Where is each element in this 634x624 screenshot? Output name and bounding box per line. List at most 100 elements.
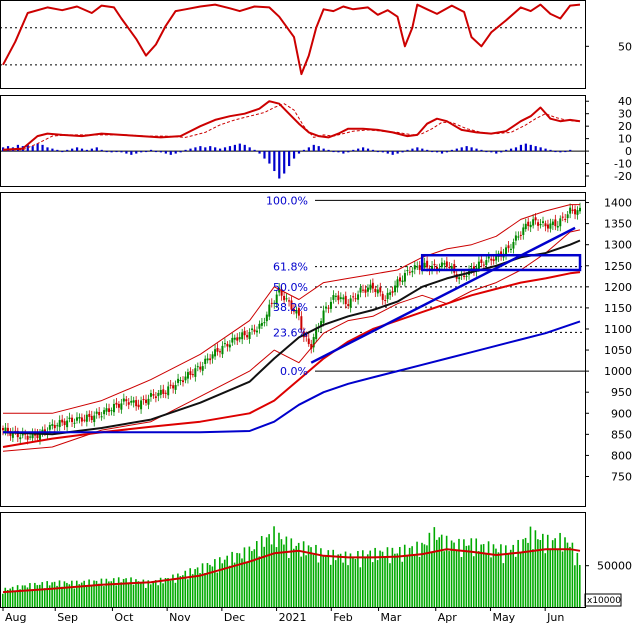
- volume-bar: [292, 548, 295, 607]
- candle-body: [93, 415, 96, 423]
- fib-level-label: 61.8%: [273, 261, 308, 274]
- macd-histogram-bar: [41, 144, 44, 152]
- candle-body: [186, 372, 189, 379]
- volume-bar: [273, 526, 275, 607]
- candle-body: [152, 394, 155, 396]
- macd-histogram-bar: [505, 149, 508, 152]
- volume-bar: [142, 579, 145, 607]
- candle-body: [73, 422, 76, 424]
- candle-body: [270, 302, 273, 304]
- volume-bar: [214, 559, 216, 607]
- candle-body: [465, 275, 468, 277]
- volume-bar: [574, 565, 576, 607]
- volume-bar: [2, 593, 4, 607]
- volume-bar: [465, 545, 468, 607]
- candle-body: [68, 417, 71, 419]
- candle-body: [238, 337, 241, 340]
- candle-body: [283, 295, 286, 301]
- candle-body: [231, 337, 234, 343]
- volume-bar: [125, 578, 127, 607]
- volume-bar: [260, 536, 263, 607]
- candle-body: [105, 408, 108, 412]
- volume-bar: [440, 534, 443, 607]
- candle-body: [169, 384, 172, 386]
- candle-body: [115, 402, 118, 405]
- macd-histogram-bar: [357, 148, 360, 152]
- volume-bar: [500, 544, 502, 607]
- candle-body: [357, 294, 360, 300]
- volume-bar: [438, 537, 441, 607]
- candle-body: [312, 336, 315, 348]
- macd-histogram-bar: [263, 151, 266, 159]
- volume-bar: [551, 540, 554, 607]
- macd-histogram-bar: [450, 149, 453, 152]
- volume-bar: [177, 573, 179, 607]
- volume-bar: [349, 553, 352, 607]
- volume-bar: [85, 586, 88, 607]
- candle-body: [194, 368, 197, 377]
- macd-histogram-bar: [36, 143, 39, 152]
- macd-histogram-bar: [159, 151, 163, 153]
- candle-body: [61, 419, 64, 423]
- macd-histogram-bar: [426, 149, 429, 152]
- volume-bar: [339, 553, 342, 607]
- volume-bar: [302, 541, 305, 607]
- candle-body: [379, 287, 382, 293]
- volume-bar: [174, 582, 177, 607]
- candle-body: [559, 218, 562, 227]
- candle-body: [100, 416, 103, 418]
- volume-bar: [477, 551, 480, 607]
- candle-body: [41, 429, 44, 432]
- chart-panels: [0, 0, 589, 611]
- macd-histogram-bar: [75, 147, 79, 152]
- candle-body: [463, 275, 466, 277]
- volume-bar: [379, 550, 381, 607]
- macd-histogram-bar: [233, 144, 236, 152]
- macd-histogram-bar: [534, 146, 537, 152]
- candle-body: [255, 330, 258, 333]
- volume-bar: [497, 552, 500, 607]
- candle-body: [537, 222, 540, 226]
- volume-bar: [226, 555, 228, 607]
- macd-histogram-bar: [61, 151, 64, 153]
- volume-bar: [248, 546, 251, 607]
- candle-body: [411, 270, 414, 273]
- candle-body: [418, 265, 421, 270]
- candle-body: [554, 219, 557, 227]
- macd-histogram-bar: [120, 151, 123, 153]
- price-tick-label: 950: [611, 386, 632, 399]
- macd-histogram-bar: [347, 151, 350, 153]
- candle-body: [534, 217, 537, 221]
- volume-bar: [524, 537, 527, 607]
- fib-level-label: 50.0%: [273, 281, 308, 294]
- macd-histogram-bar: [500, 151, 503, 153]
- fib-level-label: 38.2%: [273, 301, 308, 314]
- volume-bar: [228, 565, 231, 607]
- volume-bar: [450, 540, 453, 607]
- candle-body: [322, 310, 325, 323]
- volume-bar: [238, 553, 241, 607]
- macd-histogram-bar: [431, 151, 434, 153]
- candle-body: [332, 295, 335, 300]
- macd-tick-label: -10: [614, 158, 632, 171]
- candle-body: [83, 419, 86, 421]
- candle-body: [334, 295, 337, 297]
- macd-histogram-bar: [273, 151, 276, 172]
- volume-bar: [307, 545, 310, 607]
- candle-body: [320, 321, 323, 327]
- candle-body: [305, 335, 308, 337]
- volume-bar: [381, 551, 384, 607]
- candle-body: [214, 349, 217, 357]
- price-tick-label: 1400: [604, 197, 632, 210]
- candle-body: [569, 207, 572, 214]
- volume-bar: [480, 544, 482, 607]
- volume-bar: [162, 583, 164, 607]
- candle-body: [482, 264, 485, 266]
- volume-bar: [117, 577, 120, 607]
- volume-bar: [270, 544, 273, 607]
- macd-histogram-bar: [302, 149, 306, 152]
- volume-bar: [36, 585, 39, 607]
- volume-bar: [221, 563, 224, 607]
- price-overlay-line: [3, 320, 581, 434]
- volume-bar: [236, 552, 238, 607]
